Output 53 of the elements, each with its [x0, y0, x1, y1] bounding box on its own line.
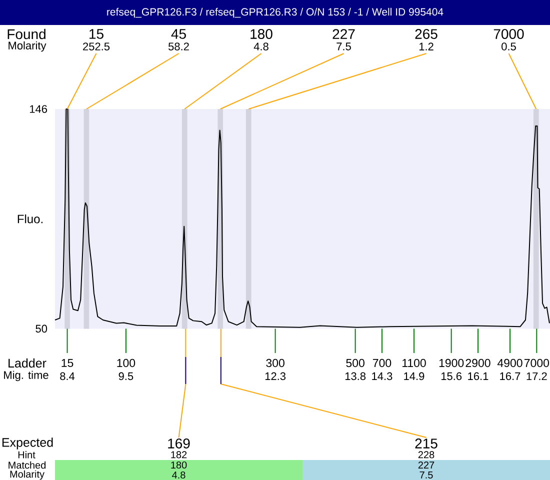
y-tick-label: 146 [30, 105, 47, 113]
text: Found [8, 28, 46, 40]
text: 15 [62, 359, 74, 368]
text: Molarity [10, 470, 44, 480]
text: 4.8 [254, 42, 268, 50]
x-tick-label: 9.5 [118, 372, 134, 380]
y-axis-title: Fluo. [18, 214, 42, 224]
text: 700 [372, 358, 392, 368]
text: 7.5 [420, 472, 433, 478]
x-tick-label: 12.3 [265, 372, 286, 380]
annotation: 169 [168, 438, 190, 448]
text: Matched [8, 461, 46, 469]
text: 180 [171, 461, 187, 469]
annotation: 15 [90, 29, 104, 39]
text: 2900 [466, 358, 490, 368]
x-tick-label: 16.7 [500, 372, 520, 380]
text: 1100 [402, 358, 426, 368]
x-tick-label: 14.3 [372, 372, 392, 380]
text: 58.2 [168, 42, 189, 50]
annotation: 180 [250, 29, 272, 39]
y-tick-label: 50 [36, 324, 48, 333]
text: 1.2 [419, 42, 434, 50]
annotation: 265 [415, 29, 438, 39]
text: 4900 [497, 358, 522, 368]
text: 300 [266, 358, 284, 368]
annotation: 215 [415, 438, 438, 448]
text: 100 [117, 358, 136, 368]
text: Molarity [8, 41, 46, 52]
annotation: 227 [332, 29, 355, 39]
text: 252.5 [83, 42, 110, 50]
x-tick-label: 8.4 [60, 372, 75, 380]
chart-title: refseq_GPR126.F3 / refseq_GPR126.R3 / O/N 153 / -1 / Well ID 995404 [107, 8, 444, 18]
text: 0.5 [502, 42, 516, 50]
x-tick-label: 17.2 [526, 372, 547, 380]
text: 227 [418, 462, 434, 468]
annotation: 45 [171, 29, 186, 39]
text: 7.5 [336, 42, 351, 50]
text: Hint [18, 451, 36, 458]
text: 182 [171, 451, 187, 458]
x-tick-label: 16.1 [468, 372, 488, 380]
text: 500 [346, 358, 364, 368]
x-tick-label: 15.6 [441, 372, 462, 380]
text: 228 [418, 451, 434, 458]
line-series [54, 108, 550, 328]
text: 4.8 [172, 471, 186, 479]
x-axis-title: Mig. time [4, 370, 48, 382]
text: Expected [2, 438, 53, 450]
x-tick-label: 14.9 [404, 372, 424, 380]
text: 7000 [524, 358, 550, 368]
text: 1900 [439, 358, 464, 368]
text: Ladder [8, 358, 46, 368]
annotation: 7000 [494, 29, 524, 39]
x-tick-label: 13.8 [345, 372, 366, 380]
